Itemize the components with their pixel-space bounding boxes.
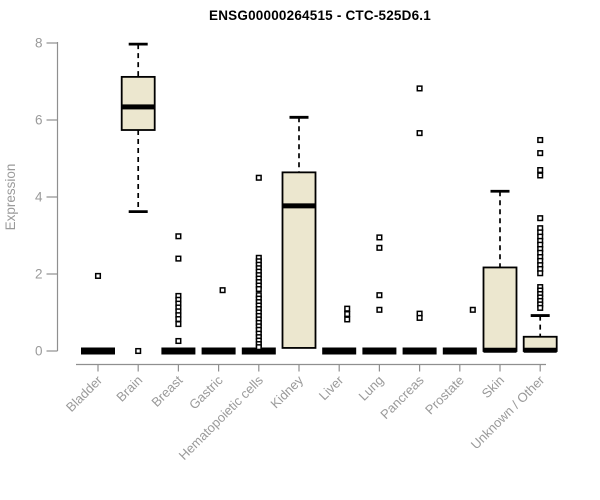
y-tick-label: 0	[35, 344, 43, 359]
outlier-point	[416, 314, 423, 321]
box-breast	[161, 233, 196, 355]
box-brain	[120, 42, 156, 355]
x-tick-label: Bladder	[63, 372, 106, 415]
outlier-point	[344, 310, 351, 318]
box-kidney	[281, 115, 317, 349]
outlier-point	[416, 130, 423, 137]
y-axis-label: Expression	[3, 164, 18, 231]
x-tick-label: Pancreas	[377, 372, 427, 422]
outlier-point	[344, 316, 351, 323]
outlier-point	[219, 287, 226, 294]
outlier-point	[175, 315, 182, 323]
box-gastric	[201, 287, 236, 355]
flat-box	[161, 347, 196, 355]
outlier-point	[537, 304, 544, 311]
box-prostate	[442, 306, 477, 355]
median-line	[282, 203, 316, 209]
median-line	[121, 104, 155, 110]
outlier-point	[175, 233, 182, 240]
x-tick-label: Kidney	[267, 372, 306, 411]
outlier-point	[175, 337, 182, 345]
outlier-point	[376, 234, 383, 241]
box-liver	[322, 305, 357, 355]
y-tick-label: 6	[35, 113, 43, 128]
outlier-point	[537, 136, 544, 144]
outlier-point	[175, 321, 182, 328]
x-tick-label: Lung	[355, 373, 386, 404]
median-line	[523, 347, 557, 353]
outlier-point	[255, 174, 262, 181]
outlier-point	[255, 285, 262, 293]
flat-box	[322, 347, 357, 355]
flat-box	[81, 347, 115, 355]
y-tick-label: 8	[35, 36, 43, 51]
outlier-point	[416, 85, 423, 92]
flat-box	[362, 347, 397, 355]
flat-box	[402, 347, 437, 355]
x-tick-label: Brain	[113, 373, 145, 405]
x-tick-label: Breast	[148, 372, 185, 409]
outlier-point	[537, 215, 544, 222]
x-tick-label: Prostate	[422, 373, 467, 418]
outlier-point	[175, 255, 182, 262]
x-tick-label: Liver	[316, 372, 347, 403]
median-line	[483, 347, 517, 353]
x-tick-label: Unknown / Other	[468, 372, 548, 452]
x-tick-label: Skin	[479, 373, 507, 401]
box-hematopoietic-cells	[241, 174, 276, 355]
box-lung	[362, 234, 397, 355]
outlier-point	[537, 150, 544, 157]
outlier-point	[344, 305, 351, 312]
outlier-point	[537, 172, 544, 179]
y-tick-label: 2	[35, 267, 43, 282]
chart-title: ENSG00000264515 - CTC-525D6.1	[209, 8, 431, 23]
outlier-point	[376, 306, 383, 313]
x-tick-label: Gastric	[186, 372, 226, 412]
y-axis: 0 2 4 6 8 Expression	[3, 36, 59, 359]
outlier-point	[94, 272, 102, 279]
box-bladder	[81, 272, 115, 355]
box-unknown-other	[522, 136, 558, 353]
box-pancreas	[402, 85, 437, 355]
outlier-point	[537, 270, 544, 277]
flat-box	[442, 347, 477, 355]
box-skin	[482, 189, 518, 353]
outlier-point	[376, 244, 383, 251]
y-tick-label: 4	[35, 190, 43, 205]
outlier-point	[135, 347, 142, 355]
flat-box	[201, 347, 236, 355]
flat-box	[241, 347, 276, 355]
outlier-point	[255, 344, 262, 351]
outlier-point	[376, 292, 383, 299]
outlier-point	[469, 306, 476, 313]
outlier-point	[537, 167, 544, 174]
